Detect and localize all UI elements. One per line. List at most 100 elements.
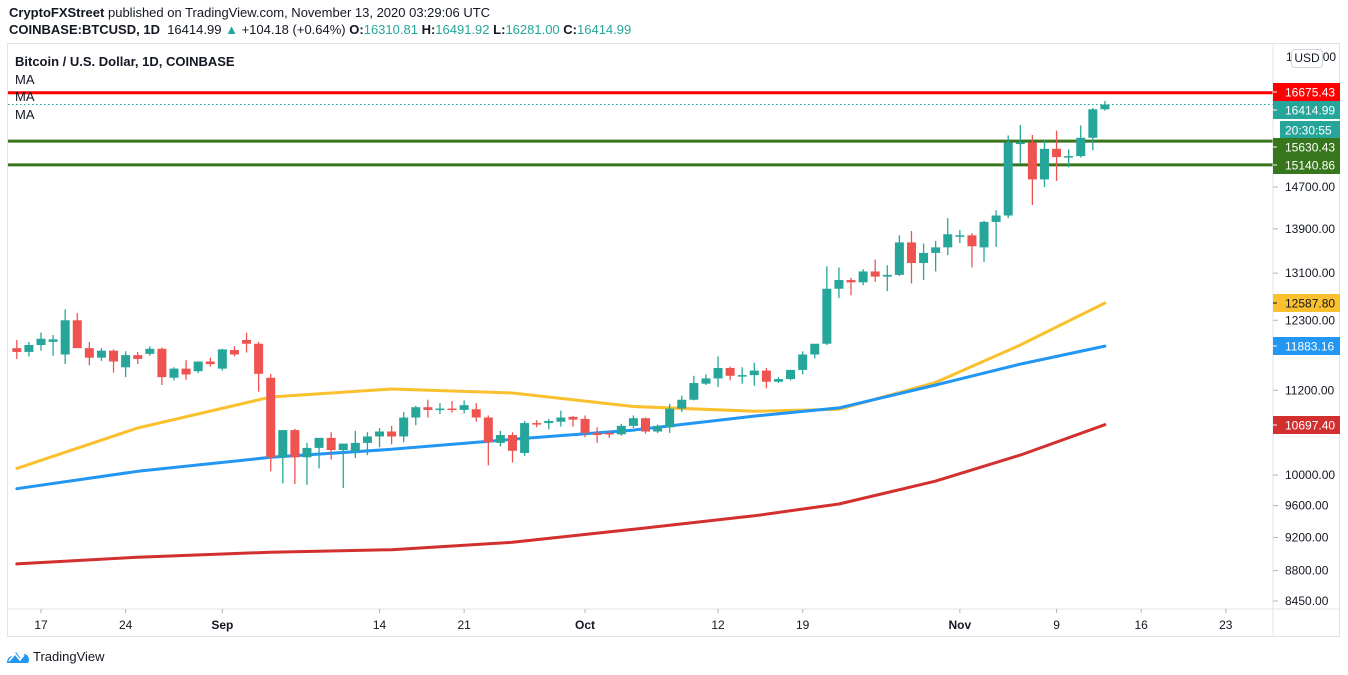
close-value: 16414.99 xyxy=(577,22,632,37)
candle xyxy=(665,403,675,433)
time-tick: Nov xyxy=(949,618,972,632)
last-price: 16414.99 xyxy=(167,22,222,37)
candle xyxy=(520,420,530,456)
support-1-tag: 15630.43 xyxy=(1273,138,1340,156)
support-2-tag: 15140.86 xyxy=(1273,156,1340,174)
candle xyxy=(60,309,70,365)
candle xyxy=(350,430,360,459)
publish-info: CryptoFXStreet published on TradingView.… xyxy=(9,5,490,20)
candle xyxy=(1064,149,1074,168)
candle xyxy=(725,366,735,381)
last-price-tag: 16414.99 xyxy=(1273,101,1340,119)
candle xyxy=(181,360,191,380)
candle xyxy=(1039,140,1049,187)
candle xyxy=(592,427,602,443)
open-value: 16310.81 xyxy=(363,22,418,37)
candle xyxy=(979,220,989,262)
candle xyxy=(217,348,227,371)
time-axis[interactable]: 17 24 Sep 14 21 Oct 12 19 Nov 9 16 23 xyxy=(34,609,1233,632)
moving-averages xyxy=(15,301,1107,566)
candle xyxy=(375,427,385,448)
time-tick: 19 xyxy=(796,618,810,632)
candle xyxy=(447,401,457,413)
candle xyxy=(798,351,808,375)
candle xyxy=(532,420,542,428)
price-tick: 12300.00 xyxy=(1285,313,1335,327)
time-tick: 9 xyxy=(1053,618,1060,632)
candle xyxy=(677,395,687,413)
candle xyxy=(338,443,348,488)
candle xyxy=(955,229,965,243)
candle xyxy=(266,373,276,472)
time-tick: Oct xyxy=(575,618,595,632)
candle xyxy=(387,425,397,445)
candle xyxy=(689,375,699,401)
candle xyxy=(568,416,578,427)
candle xyxy=(399,412,409,443)
close-label: C: xyxy=(563,22,578,37)
candle xyxy=(1027,134,1037,206)
candle xyxy=(967,233,977,268)
candle xyxy=(1076,125,1086,158)
candle xyxy=(616,423,626,436)
candle xyxy=(931,240,941,272)
candle xyxy=(495,430,505,447)
candle xyxy=(786,369,796,381)
price-tick: 8800.00 xyxy=(1285,564,1329,578)
horizontal-lines xyxy=(8,91,1273,167)
tradingview-brand: TradingView xyxy=(33,648,105,664)
time-tick: 24 xyxy=(119,618,133,632)
ma-fast-line[interactable] xyxy=(15,301,1107,470)
candle xyxy=(834,267,844,299)
candle xyxy=(870,259,880,282)
candle xyxy=(991,210,1001,247)
legend-ma-2[interactable]: MA xyxy=(15,89,35,104)
candle xyxy=(737,367,747,384)
svg-text:15140.86: 15140.86 xyxy=(1285,159,1335,173)
candle xyxy=(254,341,264,392)
ma-mid-line[interactable] xyxy=(15,344,1107,491)
countdown-tag: 20:30:55 xyxy=(1273,121,1340,139)
legend-ma-3[interactable]: MA xyxy=(15,106,35,122)
candle xyxy=(205,357,215,367)
legend-ma-1[interactable]: MA xyxy=(15,71,35,87)
candle xyxy=(326,432,336,460)
candle xyxy=(713,356,723,388)
price-tags: 16675.43 16414.99 20:30:55 15630.43 15140.86… xyxy=(1273,83,1340,434)
time-tick: 14 xyxy=(373,618,387,632)
svg-text:11883.16: 11883.16 xyxy=(1285,340,1334,354)
candle xyxy=(229,346,239,357)
candle xyxy=(544,418,554,430)
price-tick: 13100.00 xyxy=(1285,266,1335,280)
candle xyxy=(411,405,421,426)
price-tick: 14700.00 xyxy=(1285,180,1335,194)
ma-200-tag: 10697.40 xyxy=(1273,416,1340,434)
candle xyxy=(145,346,155,356)
price-tick: 13900.00 xyxy=(1285,222,1335,236)
candle xyxy=(471,403,481,422)
price-tick: 8450.00 xyxy=(1285,594,1329,608)
low-value: 16281.00 xyxy=(505,22,560,37)
candle xyxy=(846,277,856,296)
candle xyxy=(508,432,518,463)
tradingview-logo[interactable]: TradingView xyxy=(6,648,105,664)
high-value: 16491.92 xyxy=(435,22,490,37)
ma-slow-line[interactable] xyxy=(15,423,1107,566)
candlesticks xyxy=(12,101,1110,488)
candle xyxy=(701,374,711,386)
svg-text:15630.43: 15630.43 xyxy=(1285,141,1335,155)
candle xyxy=(133,351,143,365)
ma-100-tag: 11883.16 xyxy=(1273,337,1340,355)
svg-text:16414.99: 16414.99 xyxy=(1285,104,1335,118)
up-arrow-icon: ▲ xyxy=(225,22,238,37)
candle xyxy=(1003,135,1013,219)
currency-button[interactable]: USD xyxy=(1291,49,1323,68)
candle xyxy=(943,218,953,256)
candle xyxy=(580,415,590,438)
candle xyxy=(109,349,119,373)
publisher-name[interactable]: CryptoFXStreet xyxy=(9,5,105,20)
candle xyxy=(290,428,300,485)
price-tick: 11200.00 xyxy=(1285,383,1334,397)
price-tick: 9600.00 xyxy=(1285,499,1329,513)
